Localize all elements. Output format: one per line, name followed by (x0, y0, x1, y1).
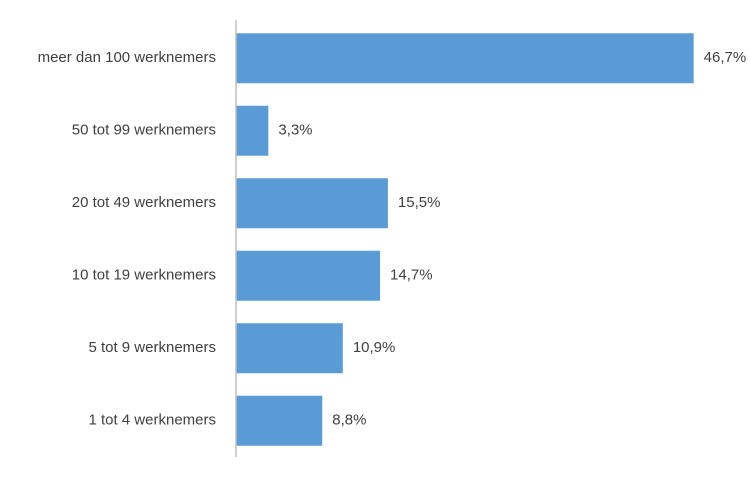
y-tick-label: 50 tot 99 werknemers (72, 122, 216, 139)
bar (236, 250, 381, 301)
bar (236, 33, 694, 84)
y-tick-label: 20 tot 49 werknemers (72, 194, 216, 211)
y-tick-label: 1 tot 4 werknemers (88, 412, 216, 429)
data-label: 46,7% (704, 49, 747, 66)
y-tick-label: 5 tot 9 werknemers (88, 339, 216, 356)
bar (236, 323, 343, 374)
y-tick-label: 10 tot 19 werknemers (72, 267, 216, 284)
data-label: 3,3% (278, 122, 312, 139)
data-label: 14,7% (390, 267, 433, 284)
data-label: 10,9% (353, 339, 396, 356)
bar (236, 395, 323, 446)
bar (236, 105, 269, 156)
data-label: 15,5% (398, 194, 441, 211)
bar (236, 178, 388, 229)
data-label: 8,8% (332, 412, 366, 429)
y-tick-label: meer dan 100 werknemers (38, 49, 216, 66)
